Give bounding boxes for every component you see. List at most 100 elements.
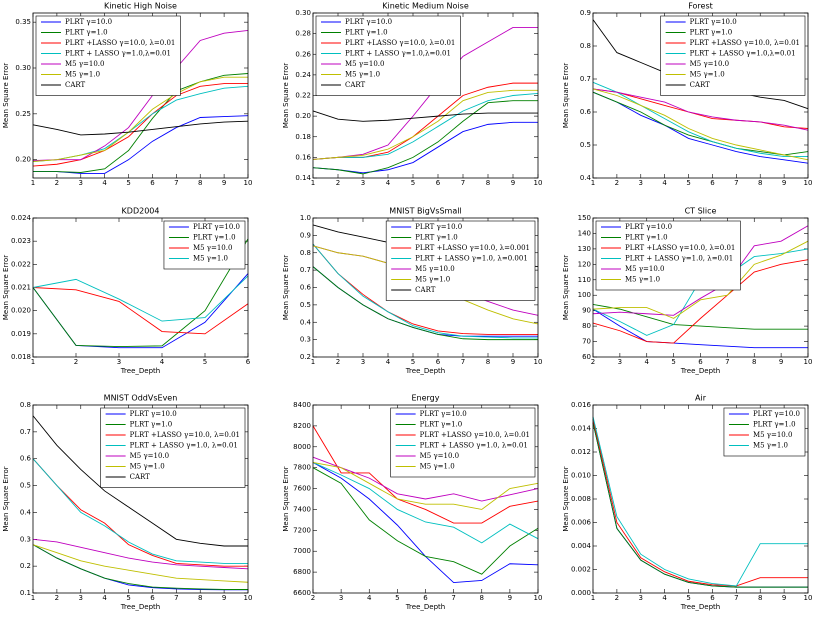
x-axis-label: Tree_Depth xyxy=(680,603,720,611)
series-line xyxy=(592,91,809,164)
y-tick-label: 0.25 xyxy=(15,110,31,118)
x-tick-label: 2 xyxy=(55,594,59,602)
x-tick-label: 4 xyxy=(662,594,667,602)
subplot: KDD2004 Mean Square Error Tree_Depth 0.018 0… xyxy=(2,207,251,376)
x-tick-label: 2 xyxy=(336,358,340,366)
legend-label: PLRT γ=1.0 xyxy=(65,29,108,37)
y-tick-label: 8000 xyxy=(293,443,311,451)
y-tick-label: 0.000 xyxy=(571,589,591,597)
x-tick-label: 5 xyxy=(411,179,415,187)
legend-label: M5 γ=10.0 xyxy=(65,60,104,68)
legend-label: M5 γ=1.0 xyxy=(690,71,725,79)
series-line xyxy=(592,259,809,344)
subplot: Air Mean Square Error Tree_Depth 0.000 0.002… xyxy=(562,394,812,612)
legend-box xyxy=(390,407,536,478)
x-tick-label: 4 xyxy=(160,358,165,366)
y-tick-label: 60 xyxy=(582,353,591,361)
legend-label: PLRT γ=1.0 xyxy=(415,234,458,242)
legend-label: PLRT γ=10.0 xyxy=(65,18,112,26)
x-tick-label: 6 xyxy=(436,358,441,366)
series-line xyxy=(32,238,249,348)
x-tick-label: 5 xyxy=(126,594,130,602)
x-tick-label: 1 xyxy=(591,179,595,187)
y-tick-label: 120 xyxy=(578,260,591,268)
y-tick-label: 0.012 xyxy=(571,448,591,456)
y-tick-label: 0.6 xyxy=(20,455,32,463)
x-axis-label: Tree_Depth xyxy=(120,367,160,375)
x-tick-label: 4 xyxy=(645,358,650,366)
y-tick-label: 7000 xyxy=(293,547,311,555)
x-tick-label: 10 xyxy=(244,594,253,602)
legend-label: PLRT γ=1.0 xyxy=(690,29,733,37)
y-axis-label: Mean Square Error xyxy=(562,466,570,531)
subplot: CT Slice Mean Square Error Tree_Depth 60 70 8… xyxy=(562,207,812,376)
x-tick-label: 9 xyxy=(222,179,226,187)
x-tick-label: 1 xyxy=(591,594,595,602)
series-line xyxy=(592,81,808,157)
plot-frame xyxy=(592,12,809,179)
legend-label: M5 γ=1.0 xyxy=(193,255,228,263)
legend: PLRT γ=10.0 PLRT γ=1.0 M5 γ=10.0 M5 γ=1.0 xyxy=(163,220,246,270)
series-line xyxy=(312,467,539,575)
chart-title: CT Slice xyxy=(685,207,717,216)
chart-title: Kinetic High Noise xyxy=(104,2,177,11)
x-tick-label: 7 xyxy=(461,179,465,187)
chart-title: Energy xyxy=(411,394,439,403)
y-tick-label: 0.7 xyxy=(580,75,591,83)
x-axis-label: Tree_Depth xyxy=(405,603,445,611)
legend-label: PLRT γ=1.0 xyxy=(130,421,173,429)
series-line xyxy=(32,544,249,583)
legend-box xyxy=(100,407,246,488)
x-tick-label: 8 xyxy=(758,594,762,602)
y-tick-label: 0.018 xyxy=(11,353,31,361)
series-line xyxy=(312,243,538,339)
y-tick-label: 0.30 xyxy=(15,64,31,72)
x-tick-label: 3 xyxy=(339,594,343,602)
legend-label: PLRT +LASSO γ=10.0, λ=0.01 xyxy=(65,39,175,47)
series-line xyxy=(312,462,539,584)
y-tick-label: 0.20 xyxy=(295,112,311,120)
y-tick-label: 0.28 xyxy=(295,30,311,38)
x-tick-label: 5 xyxy=(203,358,207,366)
y-tick-label: 8400 xyxy=(293,401,311,409)
legend-label: M5 γ=10.0 xyxy=(415,265,454,273)
legend-label: PLRT +LASSO γ=10.0, λ=0.01 xyxy=(690,39,800,47)
legend-label: CART xyxy=(690,81,711,89)
x-tick-label: 10 xyxy=(534,358,543,366)
x-tick-label: 7 xyxy=(174,179,178,187)
x-tick-label: 8 xyxy=(486,179,490,187)
series-line xyxy=(312,110,538,122)
y-tick-label: 7600 xyxy=(293,485,311,493)
series-line xyxy=(592,308,808,349)
series-line xyxy=(312,243,538,335)
y-tick-label: 0.7 xyxy=(20,428,31,436)
legend-label: M5 γ=1.0 xyxy=(130,463,165,471)
y-tick-label: 0.4 xyxy=(580,174,592,182)
x-tick-label: 9 xyxy=(779,358,783,366)
x-tick-label: 1 xyxy=(311,358,315,366)
series-line xyxy=(312,456,539,502)
plot-frame xyxy=(32,404,249,594)
x-tick-label: 8 xyxy=(198,179,202,187)
legend-label: M5 γ=10.0 xyxy=(130,452,169,460)
y-tick-label: 0.5 xyxy=(300,301,311,309)
x-tick-label: 4 xyxy=(102,594,107,602)
x-tick-label: 4 xyxy=(102,179,107,187)
y-tick-label: 7200 xyxy=(293,526,311,534)
series-line xyxy=(592,88,809,129)
legend: PLRT γ=10.0 PLRT γ=1.0 PLRT +LASSO γ=10.0,… xyxy=(315,15,461,96)
legend-label: CART xyxy=(345,81,366,89)
legend-label: PLRT + LASSO γ=1.0, λ=0.01 xyxy=(130,442,238,450)
x-tick-label: 1 xyxy=(311,179,315,187)
legend-box xyxy=(723,407,806,457)
subplot: MNIST OddVsEven Mean Square Error Tree_Dep… xyxy=(2,394,252,612)
y-tick-label: 100 xyxy=(578,291,591,299)
x-tick-label: 2 xyxy=(336,179,340,187)
x-tick-label: 2 xyxy=(591,358,595,366)
plot-frame xyxy=(312,12,539,179)
x-tick-label: 6 xyxy=(150,179,155,187)
x-tick-label: 4 xyxy=(662,179,667,187)
legend-label: PLRT + LASSO γ=1.0, λ=0.01 xyxy=(420,442,528,450)
x-tick-label: 8 xyxy=(198,594,202,602)
legend-label: PLRT γ=1.0 xyxy=(625,234,668,242)
